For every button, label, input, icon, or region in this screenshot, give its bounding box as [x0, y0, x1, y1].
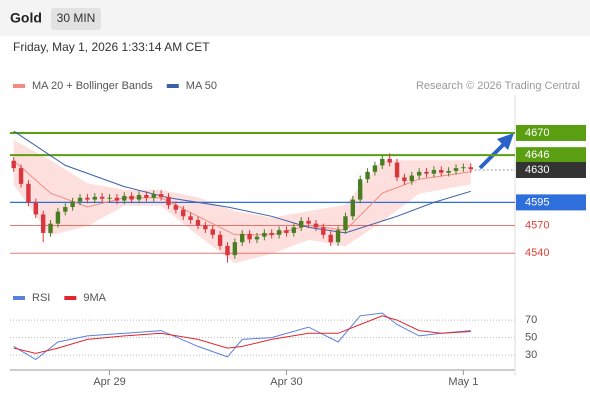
legend-label: MA 20 + Bollinger Bands: [32, 80, 153, 92]
candle-body: [225, 245, 230, 256]
candle-body: [11, 160, 16, 169]
candle-body: [284, 230, 289, 233]
y-tick-label: 70: [525, 314, 537, 326]
candle-body: [158, 194, 164, 197]
candle-body: [394, 162, 400, 178]
candle-body: [136, 194, 142, 200]
candle-body: [217, 234, 223, 246]
candle-body: [431, 169, 437, 174]
level-label: 4595: [525, 196, 549, 208]
candle-body: [77, 197, 83, 202]
level-label: 4670: [525, 127, 549, 139]
level-label: 4646: [525, 149, 549, 161]
x-tick-label: May 1: [448, 376, 478, 388]
candle-body: [446, 170, 451, 173]
candle-body: [247, 233, 252, 240]
candle-body: [33, 202, 39, 215]
timeframe[interactable]: 30 MIN: [57, 11, 96, 25]
candle-body: [461, 167, 466, 169]
candle-body: [299, 220, 304, 228]
indicator-line: [13, 312, 471, 361]
legend-swatch: [13, 296, 25, 300]
candle-body: [276, 230, 282, 235]
legend-swatch: [64, 296, 77, 300]
legend-swatch: [166, 84, 179, 88]
candle-body: [409, 175, 414, 182]
candle-body: [453, 168, 459, 171]
legend-swatch: [13, 84, 25, 88]
candle-body: [173, 205, 179, 210]
candle-body: [122, 195, 127, 201]
candle-body: [40, 214, 46, 233]
y-tick-label: 30: [525, 349, 537, 361]
candle-body: [99, 196, 105, 199]
candle-body: [328, 234, 333, 243]
candle-body: [48, 223, 53, 233]
level-box: [516, 194, 586, 211]
candle-body: [195, 219, 201, 226]
candle-body: [269, 232, 274, 235]
candle-body: [92, 196, 97, 200]
moving-average: [13, 130, 471, 234]
candle-body: [262, 232, 267, 237]
candle-body: [380, 158, 385, 166]
candle-body: [291, 227, 297, 233]
legend-label: 9MA: [83, 292, 106, 304]
level-box: [516, 147, 586, 164]
legend-label: RSI: [32, 292, 50, 304]
candle-body: [306, 220, 311, 224]
datetime: Friday, May 1, 2026 1:33:14 AM CET: [13, 40, 210, 54]
candle-body: [335, 230, 341, 243]
candle-body: [439, 169, 444, 173]
level-label: 4540: [525, 247, 549, 259]
candle-body: [114, 197, 120, 201]
symbol: Gold: [10, 10, 42, 26]
candle-body: [343, 216, 348, 231]
legend-label: MA 50: [186, 80, 217, 92]
timeframe-button[interactable]: [51, 8, 101, 30]
candle-body: [129, 195, 134, 200]
candle-body: [166, 196, 171, 206]
candle-body: [70, 201, 75, 208]
candle-body: [210, 229, 215, 235]
attribution: Research © 2026 Trading Central: [416, 80, 580, 92]
moving-average: [13, 160, 471, 236]
candle-body: [85, 197, 90, 200]
candle-body: [416, 171, 422, 176]
candle-body: [254, 236, 260, 240]
candle-body: [372, 165, 378, 172]
candle-body: [203, 225, 208, 230]
candle-body: [18, 168, 24, 184]
level-label: 4630: [525, 164, 549, 176]
y-tick-label: 50: [525, 332, 537, 344]
candle-body: [107, 197, 112, 199]
candle-body: [26, 183, 31, 203]
candle-body: [181, 209, 186, 217]
candle-body: [357, 179, 363, 200]
candle-body: [144, 194, 149, 198]
candle-body: [387, 158, 392, 163]
candle-body: [151, 194, 156, 198]
indicator-line: [13, 315, 471, 354]
candle-body: [402, 177, 407, 182]
candle-body: [321, 227, 326, 235]
candle-body: [350, 199, 356, 217]
candle-body: [55, 211, 61, 224]
level-box: [516, 161, 586, 178]
candle-body: [313, 223, 319, 228]
candle-body: [365, 171, 370, 180]
level-box: [516, 124, 586, 141]
candle-body: [240, 233, 245, 243]
bollinger-band: [13, 140, 471, 263]
candle-body: [232, 242, 238, 256]
candle-body: [468, 167, 473, 170]
level-label: 4570: [525, 219, 549, 231]
candle-body: [424, 171, 429, 174]
x-tick-label: Apr 30: [270, 376, 302, 388]
x-tick-label: Apr 29: [93, 376, 125, 388]
candle-body: [63, 207, 68, 212]
forecast-arrowhead: [497, 133, 514, 150]
candle-body: [188, 216, 193, 220]
